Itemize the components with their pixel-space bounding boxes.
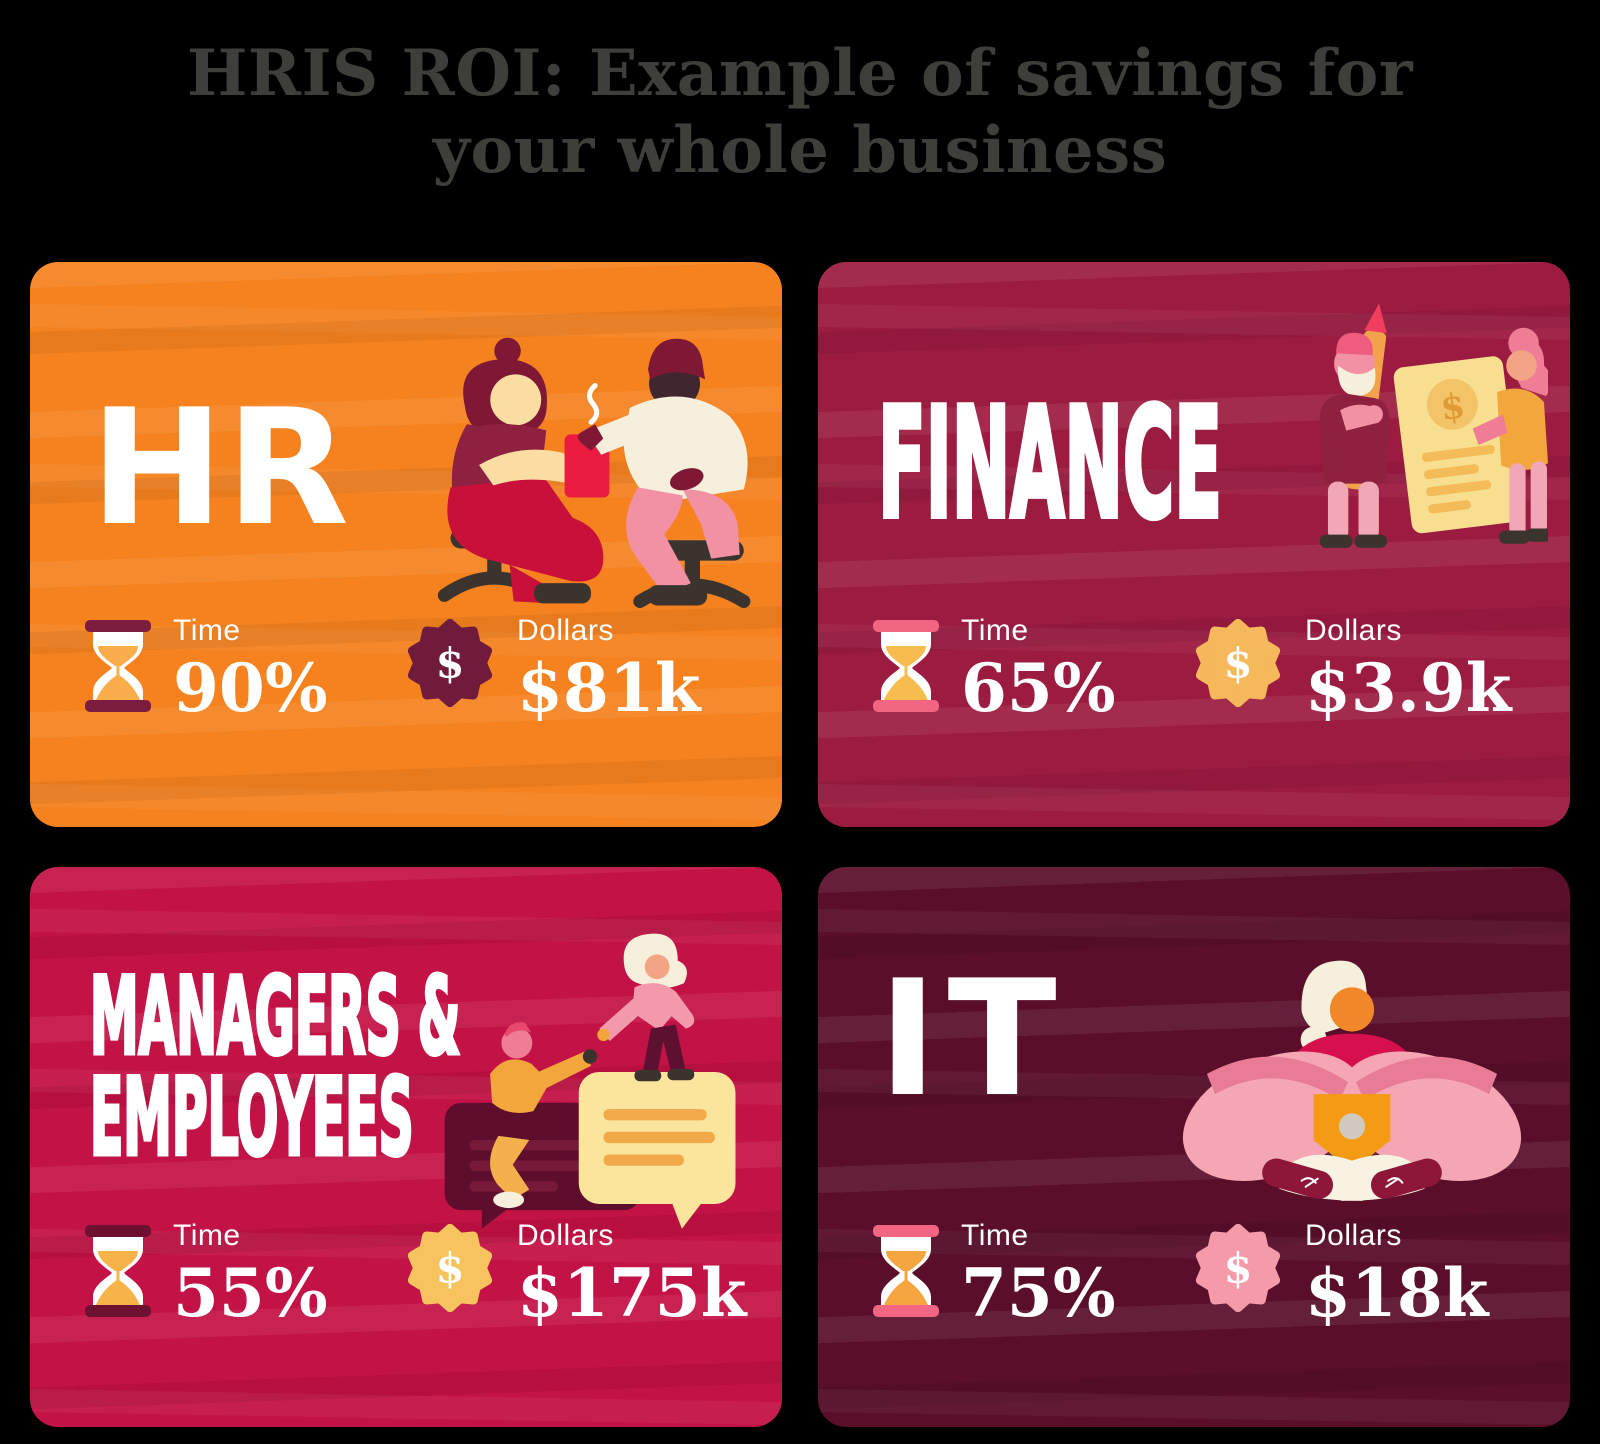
managers-employees-illustration bbox=[444, 933, 736, 1229]
time-stat: Time 75% bbox=[873, 1219, 1193, 1326]
dollar-badge-icon: $ bbox=[1195, 1223, 1281, 1313]
dollars-stat: $ Dollars $175k bbox=[405, 1219, 754, 1326]
time-label: Time bbox=[961, 1219, 1029, 1252]
time-label: Time bbox=[961, 614, 1029, 647]
card-hr: HR bbox=[30, 262, 782, 827]
it-illustration bbox=[1182, 960, 1522, 1201]
dollars-label: Dollars bbox=[1305, 1219, 1402, 1252]
time-value: 90% bbox=[173, 649, 328, 727]
time-stat: Time 65% bbox=[873, 614, 1193, 721]
svg-text:$: $ bbox=[1224, 638, 1253, 687]
card-managers-employees: MANAGERS & EMPLOYEES bbox=[30, 867, 782, 1427]
card-finance-title: FINANCE bbox=[877, 375, 1224, 552]
cards-grid: HR bbox=[30, 262, 1570, 1427]
dollars-label: Dollars bbox=[1305, 614, 1402, 647]
card-it-title: IT bbox=[878, 945, 1067, 1132]
time-label: Time bbox=[173, 614, 241, 647]
dollars-value: $18k bbox=[1305, 1254, 1489, 1332]
dollars-label: Dollars bbox=[517, 1219, 614, 1252]
card-managers-stats: Time 55% $ Dollars $175k bbox=[85, 1219, 754, 1326]
card-finance-stats: Time 65% $ Dollars $3.9k bbox=[873, 614, 1542, 721]
card-hr-stats: Time 90% $ Dollars $81k bbox=[85, 614, 754, 721]
hourglass-icon bbox=[873, 620, 939, 712]
card-it-stats: Time 75% $ Dollars $18k bbox=[873, 1219, 1542, 1326]
dollars-value: $81k bbox=[517, 649, 701, 727]
time-value: 65% bbox=[961, 649, 1116, 727]
time-value: 55% bbox=[173, 1254, 328, 1332]
dollars-value: $175k bbox=[517, 1254, 747, 1332]
svg-text:$: $ bbox=[436, 638, 465, 687]
dollar-badge-icon: $ bbox=[407, 618, 493, 708]
time-stat: Time 55% bbox=[85, 1219, 405, 1326]
hourglass-icon bbox=[85, 620, 151, 712]
finance-illustration: $ bbox=[1319, 303, 1548, 548]
dollars-stat: $ Dollars $3.9k bbox=[1193, 614, 1542, 721]
card-managers-title: MANAGERS & EMPLOYEES bbox=[89, 955, 462, 1179]
dollar-badge-icon: $ bbox=[407, 1223, 493, 1313]
svg-text:$: $ bbox=[1224, 1243, 1253, 1292]
time-stat: Time 90% bbox=[85, 614, 405, 721]
card-hr-title: HR bbox=[90, 374, 352, 561]
hourglass-icon bbox=[873, 1225, 939, 1317]
dollars-value: $3.9k bbox=[1305, 649, 1512, 727]
svg-text:$: $ bbox=[436, 1243, 465, 1292]
hourglass-icon bbox=[85, 1225, 151, 1317]
page-title: HRIS ROI: Example of savings for your wh… bbox=[186, 36, 1414, 188]
card-finance: FINANCE $ bbox=[818, 262, 1570, 827]
dollars-stat: $ Dollars $18k bbox=[1193, 1219, 1542, 1326]
dollars-label: Dollars bbox=[517, 614, 614, 647]
time-label: Time bbox=[173, 1219, 241, 1252]
dollars-stat: $ Dollars $81k bbox=[405, 614, 754, 721]
svg-text:$: $ bbox=[1438, 385, 1467, 429]
card-it: IT bbox=[818, 867, 1570, 1427]
hr-illustration bbox=[437, 337, 751, 609]
time-value: 75% bbox=[961, 1254, 1116, 1332]
dollar-badge-icon: $ bbox=[1195, 618, 1281, 708]
